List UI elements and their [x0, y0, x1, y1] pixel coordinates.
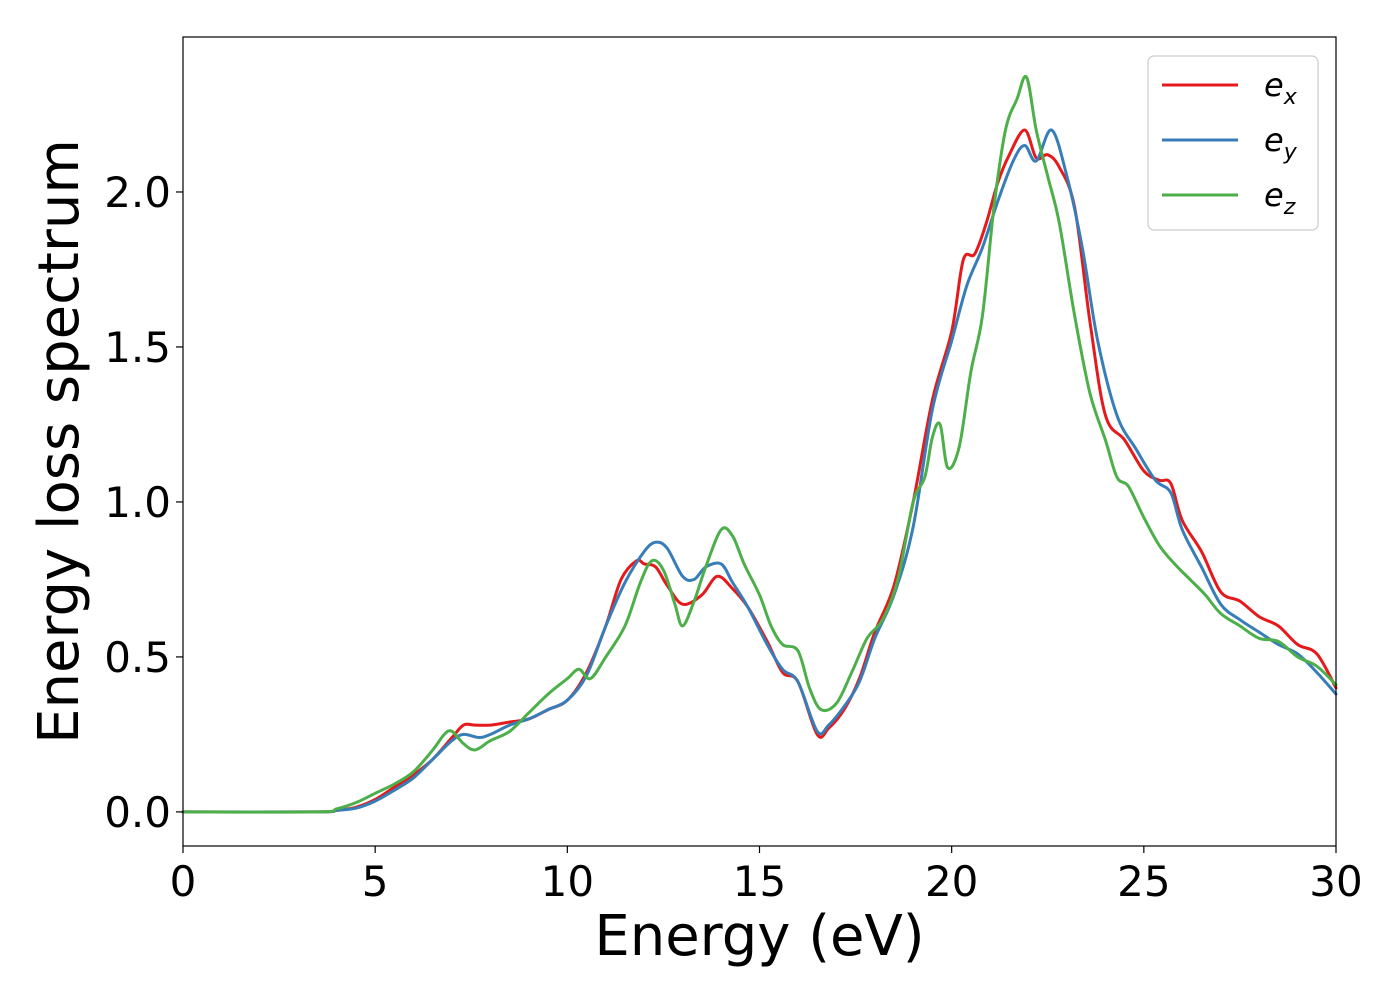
- x-axis: 0 5 10 15 20 25 30: [170, 846, 1363, 906]
- legend-label-e-z: ez: [1264, 176, 1296, 220]
- x-tick-label: 10: [541, 857, 594, 906]
- legend-label-base: e: [1264, 121, 1284, 159]
- y-tick-label: 0.0: [104, 788, 171, 837]
- legend-box: [1147, 55, 1319, 231]
- legend-label-subscript: y: [1283, 140, 1298, 165]
- legend-label-base: e: [1264, 66, 1284, 104]
- x-tick-label: 5: [362, 857, 389, 906]
- series-layer: [181, 74, 1338, 814]
- x-tick-label: 25: [1117, 857, 1170, 906]
- series-line-e-y: [181, 128, 1338, 814]
- y-axis: 0.0 0.5 1.0 1.5 2.0: [104, 168, 183, 837]
- legend-label-e-x: ex: [1264, 66, 1298, 110]
- plot-background: [183, 37, 1336, 846]
- y-tick-label: 1.0: [104, 478, 171, 527]
- series-line-e-x: [181, 128, 1338, 814]
- legend-label-subscript: x: [1283, 85, 1298, 110]
- y-axis-title: Energy loss spectrum: [27, 139, 92, 744]
- legend-label-subscript: z: [1283, 195, 1296, 220]
- x-tick-label: 0: [170, 857, 197, 906]
- y-tick-label: 2.0: [104, 168, 171, 217]
- x-tick-label: 15: [733, 857, 786, 906]
- y-tick-label: 1.5: [104, 323, 171, 372]
- y-tick-label: 0.5: [104, 633, 171, 682]
- series-line-e-z: [181, 74, 1338, 814]
- legend-label-base: e: [1264, 176, 1284, 214]
- x-tick-label: 20: [925, 857, 978, 906]
- legend-label-e-y: ey: [1264, 121, 1298, 165]
- x-tick-label: 30: [1309, 857, 1362, 906]
- x-axis-title: Energy (eV): [594, 904, 924, 969]
